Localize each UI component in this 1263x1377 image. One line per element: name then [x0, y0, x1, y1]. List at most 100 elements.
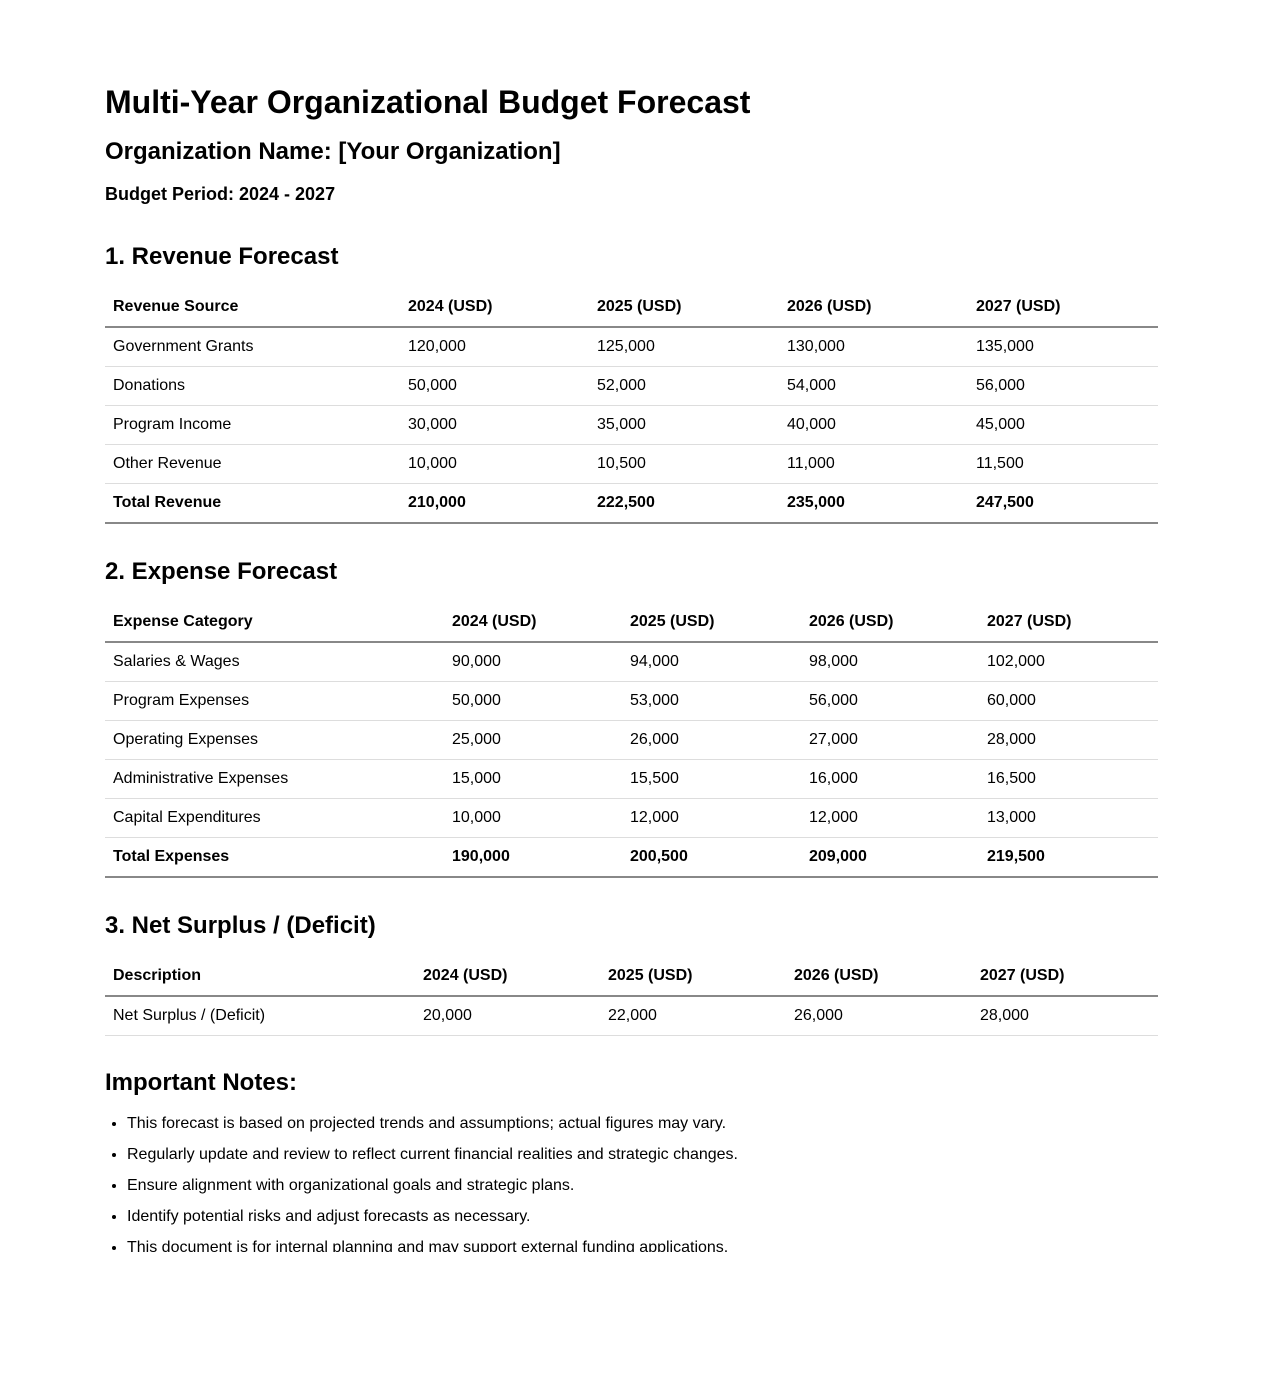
cell: 10,000 [444, 798, 622, 838]
cell: 56,000 [968, 366, 1158, 406]
header-cell: 2025 (USD) [589, 287, 779, 328]
header-cell: 2024 (USD) [415, 956, 600, 997]
table: Description 2024 (USD) 2025 (USD) 2026 (USD… [105, 956, 1158, 1036]
cell: 11,000 [779, 444, 968, 484]
header-cell: Expense Category [105, 602, 444, 643]
header-cell: 2024 (USD) [400, 287, 589, 328]
cell: 98,000 [801, 642, 979, 682]
header-cell: 2026 (USD) [786, 956, 972, 997]
cell: 11,500 [968, 444, 1158, 484]
header-cell: 2027 (USD) [972, 956, 1158, 997]
note: This document is for internal planning a… [127, 1238, 1158, 1252]
cell: 56,000 [801, 681, 979, 721]
row: Capital Expenditures 10,000 12,000 12,000 13… [105, 798, 1158, 838]
cell: 12,000 [801, 798, 979, 838]
cell: 30,000 [400, 405, 589, 445]
row: Salaries & Wages 90,000 94,000 98,000 102,00… [105, 642, 1158, 682]
total-cell: 219,500 [979, 837, 1158, 878]
cell: 22,000 [600, 996, 786, 1036]
note: Identify potential risks and adjust fore… [127, 1207, 1158, 1226]
header-cell: 2024 (USD) [444, 602, 622, 643]
cell: Capital Expenditures [105, 798, 444, 838]
header-cell: 2027 (USD) [968, 287, 1158, 328]
total-cell: 210,000 [400, 483, 589, 524]
header-cell: 2025 (USD) [600, 956, 786, 997]
section-heading: 1. Revenue Forecast [105, 243, 339, 270]
cell: 12,000 [622, 798, 801, 838]
cell: Net Surplus / (Deficit) [105, 996, 415, 1036]
cell: Government Grants [105, 327, 400, 367]
cell: 28,000 [972, 996, 1158, 1036]
notes-heading: Important Notes: [105, 1069, 297, 1096]
row: Administrative Expenses 15,000 15,500 16,00… [105, 759, 1158, 799]
cell: 102,000 [979, 642, 1158, 682]
cell: 130,000 [779, 327, 968, 367]
document: Multi-Year Organizational Budget Forecas… [105, 0, 1158, 1252]
cell: Program Income [105, 405, 400, 445]
total-cell: Total Expenses [105, 837, 444, 878]
header-cell: 2025 (USD) [622, 602, 801, 643]
total-cell: 209,000 [801, 837, 979, 878]
cell: 25,000 [444, 720, 622, 760]
section-heading: 3. Net Surplus / (Deficit) [105, 912, 376, 939]
total-cell: 235,000 [779, 483, 968, 524]
cell: 28,000 [979, 720, 1158, 760]
cell: 52,000 [589, 366, 779, 406]
thead: Description 2024 (USD) 2025 (USD) 2026 (USD… [105, 956, 1158, 997]
total-cell: 200,500 [622, 837, 801, 878]
row: Other Revenue 10,000 10,500 11,000 11,500 [105, 444, 1158, 484]
total-cell: 190,000 [444, 837, 622, 878]
cell: 13,000 [979, 798, 1158, 838]
table: Expense Category 2024 (USD) 2025 (USD) 2026… [105, 602, 1158, 878]
cell: 10,500 [589, 444, 779, 484]
cell: 16,000 [801, 759, 979, 799]
header-cell: 2027 (USD) [979, 602, 1158, 643]
organization: Organization Name: [Your Organization] [105, 138, 561, 165]
section-heading: 2. Expense Forecast [105, 558, 338, 585]
cell: Donations [105, 366, 400, 406]
cell: 120,000 [400, 327, 589, 367]
header-row: Expense Category 2024 (USD) 2025 (USD) 2026… [105, 602, 1158, 643]
cell: 35,000 [589, 405, 779, 445]
cell: Operating Expenses [105, 720, 444, 760]
row: Program Expenses 50,000 53,000 56,000 60,000 [105, 681, 1158, 721]
tbody: Salaries & Wages 90,000 94,000 98,000 102,00… [105, 642, 1158, 878]
header-row: Revenue Source 2024 (USD) 2025 (USD) 2026 (… [105, 287, 1158, 328]
cell: 50,000 [400, 366, 589, 406]
title: Multi-Year Organizational Budget Forecas… [105, 84, 751, 120]
row: Donations 50,000 52,000 54,000 56,000 [105, 366, 1158, 406]
cell: 125,000 [589, 327, 779, 367]
thead: Revenue Source 2024 (USD) 2025 (USD) 2026 (… [105, 287, 1158, 328]
notes-list: This forecast is based on projected tren… [105, 1114, 1158, 1252]
row: Net Surplus / (Deficit) 20,000 22,000 26,00… [105, 996, 1158, 1036]
total-cell: 222,500 [589, 483, 779, 524]
header-cell: Revenue Source [105, 287, 400, 328]
total-row: Total Revenue 210,000 222,500 235,000 247,50… [105, 483, 1158, 524]
cell: 26,000 [786, 996, 972, 1036]
cell: 16,500 [979, 759, 1158, 799]
thead: Expense Category 2024 (USD) 2025 (USD) 2026… [105, 602, 1158, 643]
cell: 26,000 [622, 720, 801, 760]
cell: Other Revenue [105, 444, 400, 484]
tbody: Government Grants 120,000 125,000 130,000 13… [105, 327, 1158, 524]
cell: 50,000 [444, 681, 622, 721]
cell: 40,000 [779, 405, 968, 445]
note: Regularly update and review to reflect c… [127, 1145, 1158, 1164]
total-row: Total Expenses 190,000 200,500 209,000 219,5… [105, 837, 1158, 878]
cell: Program Expenses [105, 681, 444, 721]
header-cell: 2026 (USD) [801, 602, 979, 643]
cell: Administrative Expenses [105, 759, 444, 799]
table: Revenue Source 2024 (USD) 2025 (USD) 2026 (… [105, 287, 1158, 524]
tbody: Net Surplus / (Deficit) 20,000 22,000 26,00… [105, 996, 1158, 1036]
cell: 15,500 [622, 759, 801, 799]
note: This forecast is based on projected tren… [127, 1114, 1158, 1133]
cell: 20,000 [415, 996, 600, 1036]
header-row: Description 2024 (USD) 2025 (USD) 2026 (USD… [105, 956, 1158, 997]
cell: 45,000 [968, 405, 1158, 445]
row: Operating Expenses 25,000 26,000 27,000 28,0… [105, 720, 1158, 760]
period: Budget Period: 2024 - 2027 [105, 184, 336, 204]
cell: 94,000 [622, 642, 801, 682]
note: Ensure alignment with organizational goa… [127, 1176, 1158, 1195]
row: Program Income 30,000 35,000 40,000 45,000 [105, 405, 1158, 445]
cell: 90,000 [444, 642, 622, 682]
